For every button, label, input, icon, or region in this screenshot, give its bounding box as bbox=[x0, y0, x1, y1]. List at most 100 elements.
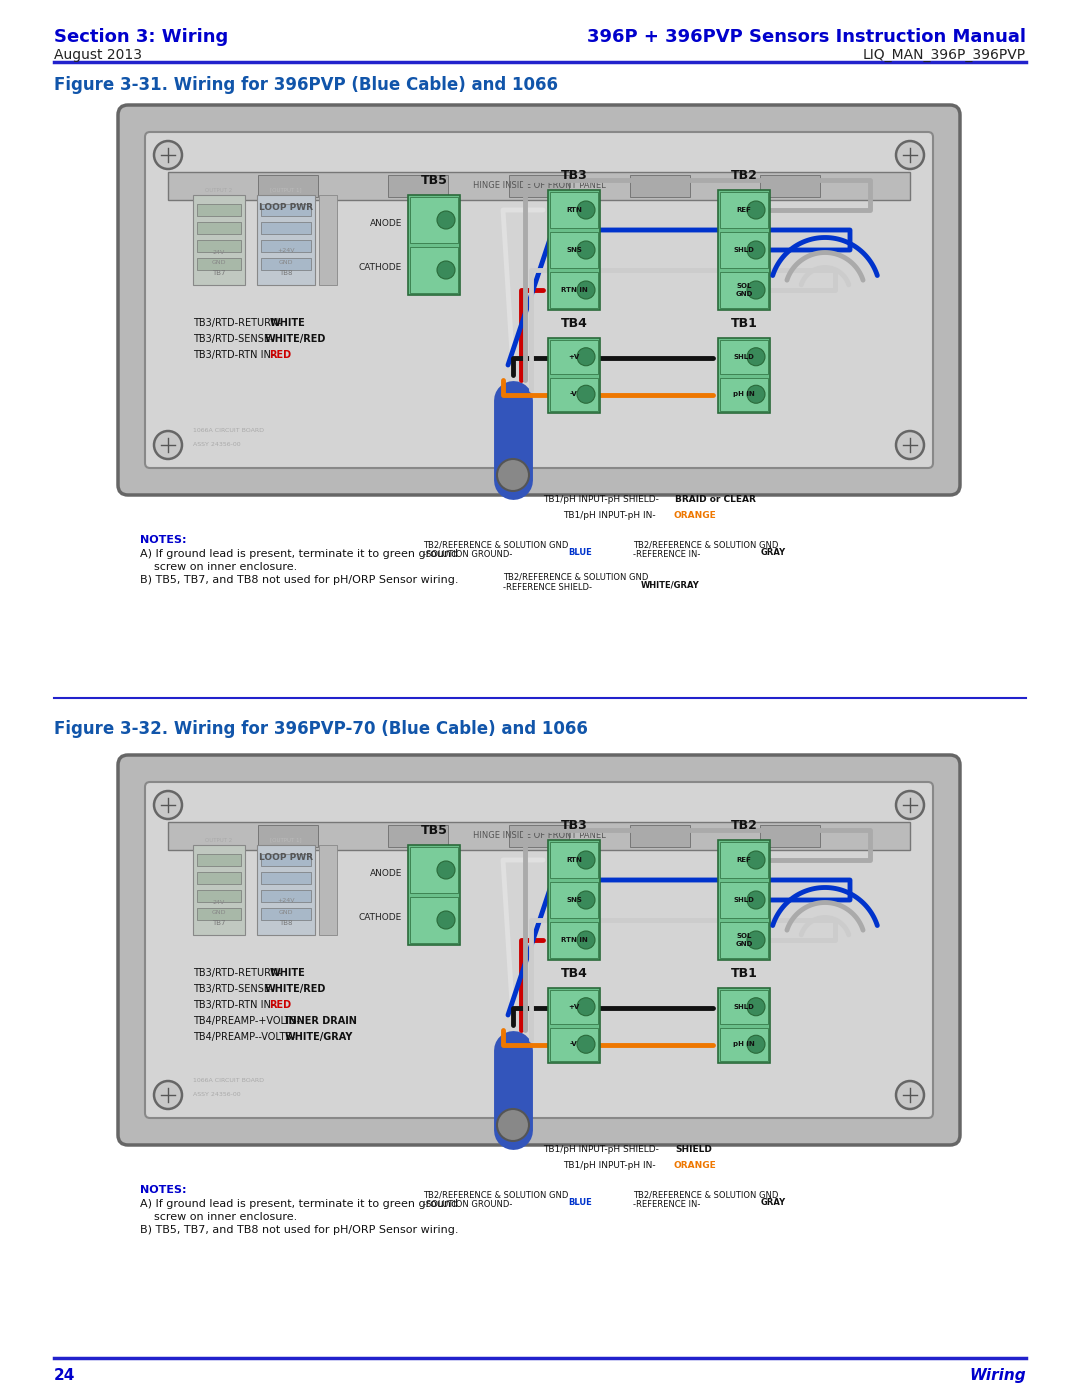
Text: HINGE INSIDE OF FRONT PANEL: HINGE INSIDE OF FRONT PANEL bbox=[473, 831, 606, 841]
Bar bbox=[718, 988, 770, 1063]
Bar bbox=[197, 240, 241, 251]
Text: WHITE/RED: WHITE/RED bbox=[265, 334, 326, 344]
Bar bbox=[168, 172, 910, 200]
Text: TB3/RTD-RTN IN-: TB3/RTD-RTN IN- bbox=[193, 351, 274, 360]
Bar bbox=[258, 175, 318, 197]
Bar bbox=[509, 175, 569, 197]
Circle shape bbox=[747, 930, 765, 949]
Text: SOL
GND: SOL GND bbox=[735, 933, 753, 947]
Bar bbox=[168, 821, 910, 849]
Circle shape bbox=[437, 861, 455, 879]
Bar bbox=[261, 204, 311, 217]
Bar bbox=[720, 922, 768, 958]
Text: Section 3: Wiring: Section 3: Wiring bbox=[54, 28, 228, 46]
Text: TB4/PREAMP--VOLTS-: TB4/PREAMP--VOLTS- bbox=[193, 1032, 295, 1042]
Text: 24V: 24V bbox=[213, 900, 225, 904]
Text: GRAY: GRAY bbox=[761, 1199, 786, 1207]
Circle shape bbox=[747, 891, 765, 909]
Circle shape bbox=[577, 930, 595, 949]
Circle shape bbox=[577, 1035, 595, 1053]
Bar bbox=[197, 258, 241, 270]
Text: HINGE INSIDE OF FRONT PANEL: HINGE INSIDE OF FRONT PANEL bbox=[473, 182, 606, 190]
Bar bbox=[261, 908, 311, 921]
Bar bbox=[720, 232, 768, 268]
Bar bbox=[509, 826, 569, 847]
Text: GND: GND bbox=[212, 260, 226, 265]
Text: TB7: TB7 bbox=[213, 270, 226, 277]
Bar bbox=[720, 882, 768, 918]
Text: [OUTPUT 1]: [OUTPUT 1] bbox=[270, 837, 301, 842]
Circle shape bbox=[896, 432, 924, 460]
Bar bbox=[760, 826, 820, 847]
Text: REF: REF bbox=[737, 207, 752, 212]
Circle shape bbox=[577, 386, 595, 404]
Text: WHITE/RED: WHITE/RED bbox=[265, 983, 326, 995]
Bar bbox=[408, 196, 460, 295]
Bar bbox=[720, 1028, 768, 1060]
Text: RED: RED bbox=[270, 351, 292, 360]
Text: SHLD: SHLD bbox=[733, 1004, 755, 1010]
Bar bbox=[261, 240, 311, 251]
FancyBboxPatch shape bbox=[118, 105, 960, 495]
Text: [OUTPUT 1]: [OUTPUT 1] bbox=[270, 187, 301, 193]
Bar bbox=[261, 258, 311, 270]
Text: TB1/pH INPUT-pH IN-: TB1/pH INPUT-pH IN- bbox=[563, 511, 656, 520]
Circle shape bbox=[747, 348, 765, 366]
Text: GND: GND bbox=[212, 911, 226, 915]
Text: ASSY 24356-00: ASSY 24356-00 bbox=[193, 443, 241, 447]
Text: OUTPUT 2: OUTPUT 2 bbox=[205, 837, 232, 842]
Text: TB1/pH INPUT-pH SHIELD-: TB1/pH INPUT-pH SHIELD- bbox=[543, 1146, 659, 1154]
Text: pH IN: pH IN bbox=[733, 1041, 755, 1048]
Bar bbox=[410, 247, 458, 293]
Circle shape bbox=[896, 1081, 924, 1109]
Text: RED: RED bbox=[270, 1000, 292, 1010]
Bar bbox=[548, 190, 600, 310]
Text: screw on inner enclosure.: screw on inner enclosure. bbox=[140, 1213, 297, 1222]
Text: SHLD: SHLD bbox=[733, 353, 755, 360]
Text: INNER DRAIN: INNER DRAIN bbox=[285, 1016, 356, 1025]
Text: CATHODE: CATHODE bbox=[359, 263, 402, 271]
Bar bbox=[410, 847, 458, 893]
Bar bbox=[319, 196, 337, 285]
Text: TB3/RTD-RETURN-: TB3/RTD-RETURN- bbox=[193, 319, 282, 328]
Bar bbox=[630, 175, 690, 197]
Bar bbox=[388, 826, 448, 847]
Circle shape bbox=[154, 1081, 183, 1109]
Circle shape bbox=[577, 348, 595, 366]
Text: TB7: TB7 bbox=[213, 921, 226, 926]
Text: NOTES:: NOTES: bbox=[140, 535, 187, 545]
Bar bbox=[197, 854, 241, 866]
Bar bbox=[720, 990, 768, 1024]
Bar bbox=[197, 222, 241, 235]
Circle shape bbox=[747, 386, 765, 404]
Text: TB2/REFERENCE & SOLUTION GND
-SOLUTION GROUND-: TB2/REFERENCE & SOLUTION GND -SOLUTION G… bbox=[423, 541, 568, 559]
Text: TB2: TB2 bbox=[730, 819, 757, 833]
Text: RTN IN: RTN IN bbox=[561, 286, 588, 293]
Bar bbox=[630, 826, 690, 847]
Circle shape bbox=[437, 911, 455, 929]
Bar bbox=[550, 191, 598, 228]
Text: GND: GND bbox=[279, 909, 294, 915]
Circle shape bbox=[747, 851, 765, 869]
Text: TB1/pH INPUT-pH IN-: TB1/pH INPUT-pH IN- bbox=[563, 1161, 656, 1171]
Text: BLUE: BLUE bbox=[568, 1199, 592, 1207]
Text: TB3/RTD-RETURN-: TB3/RTD-RETURN- bbox=[193, 968, 282, 978]
Bar bbox=[550, 272, 598, 307]
Circle shape bbox=[437, 211, 455, 229]
Text: GND: GND bbox=[279, 260, 294, 264]
Bar bbox=[261, 854, 311, 866]
Text: SHLD: SHLD bbox=[733, 897, 755, 902]
Text: +V: +V bbox=[568, 353, 580, 360]
Text: GRAY: GRAY bbox=[761, 548, 786, 557]
Bar bbox=[720, 272, 768, 307]
Text: SHIELD: SHIELD bbox=[675, 1146, 712, 1154]
Bar bbox=[193, 845, 245, 935]
Circle shape bbox=[747, 281, 765, 299]
Text: TB2: TB2 bbox=[730, 169, 757, 182]
Circle shape bbox=[896, 141, 924, 169]
Text: TB8: TB8 bbox=[280, 270, 293, 277]
Bar bbox=[718, 338, 770, 414]
Text: BLUE: BLUE bbox=[568, 548, 592, 557]
Text: SOL
GND: SOL GND bbox=[735, 284, 753, 296]
Circle shape bbox=[154, 432, 183, 460]
